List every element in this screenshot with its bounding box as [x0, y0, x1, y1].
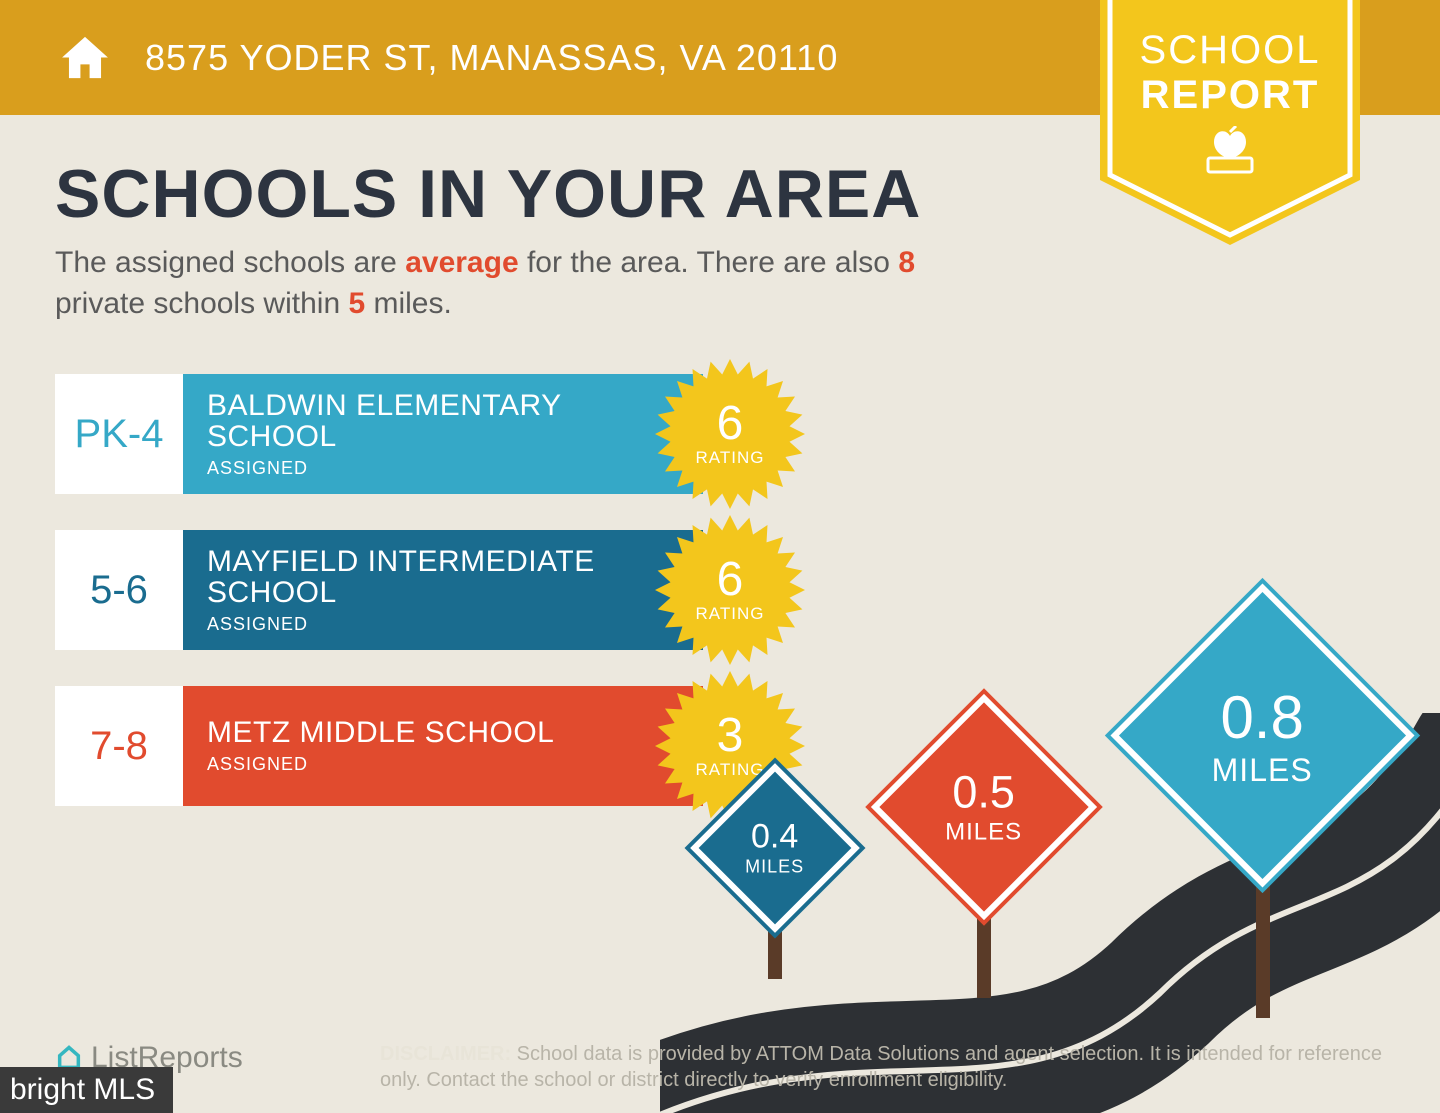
- school-status: ASSIGNED: [207, 614, 679, 635]
- distance-value: 0.4: [746, 818, 805, 857]
- distance-unit: MILES: [1212, 752, 1313, 789]
- subtitle: The assigned schools are average for the…: [55, 243, 955, 324]
- distance-value: 0.5: [945, 767, 1022, 819]
- school-report-badge: SCHOOL REPORT: [1090, 0, 1370, 250]
- bright-mls-watermark: bright MLS: [0, 1067, 173, 1113]
- sign-diamond: 0.4 MILES: [690, 763, 860, 933]
- distance-unit: MILES: [746, 857, 805, 878]
- grade-range: 7-8: [55, 686, 183, 806]
- school-status: ASSIGNED: [207, 754, 679, 775]
- grade-range: PK-4: [55, 374, 183, 494]
- road-scene: 0.4 MILES 0.5 MILES 0.8 MILES: [660, 393, 1440, 1113]
- badge-title-1: SCHOOL: [1090, 28, 1370, 73]
- school-status: ASSIGNED: [207, 458, 679, 479]
- grade-range: 5-6: [55, 530, 183, 650]
- school-info: METZ MIDDLE SCHOOL ASSIGNED: [183, 686, 703, 806]
- disclaimer-label: DISCLAIMER:: [380, 1043, 511, 1065]
- distance-sign: 0.8 MILES: [1110, 583, 1415, 1018]
- distance-unit: MILES: [945, 819, 1022, 847]
- badge-title-2: REPORT: [1090, 73, 1370, 118]
- school-name: MAYFIELD INTERMEDIATE SCHOOL: [207, 546, 679, 609]
- home-icon: [55, 30, 115, 85]
- property-address: 8575 YODER ST, MANASSAS, VA 20110: [145, 37, 838, 79]
- distance-sign: 0.4 MILES: [690, 763, 860, 979]
- sign-diamond: 0.8 MILES: [1111, 584, 1415, 888]
- apple-book-icon: [1200, 126, 1260, 176]
- highlight-quality: average: [405, 246, 518, 279]
- sign-diamond: 0.5 MILES: [870, 693, 1096, 919]
- school-name: METZ MIDDLE SCHOOL: [207, 717, 679, 749]
- highlight-private-count: 8: [898, 246, 915, 279]
- school-name: BALDWIN ELEMENTARY SCHOOL: [207, 390, 679, 453]
- distance-value: 0.8: [1212, 683, 1313, 752]
- school-info: BALDWIN ELEMENTARY SCHOOL ASSIGNED: [183, 374, 703, 494]
- disclaimer: DISCLAIMER: School data is provided by A…: [380, 1041, 1425, 1093]
- highlight-miles: 5: [348, 287, 365, 320]
- school-info: MAYFIELD INTERMEDIATE SCHOOL ASSIGNED: [183, 530, 703, 650]
- distance-sign: 0.5 MILES: [870, 693, 1097, 998]
